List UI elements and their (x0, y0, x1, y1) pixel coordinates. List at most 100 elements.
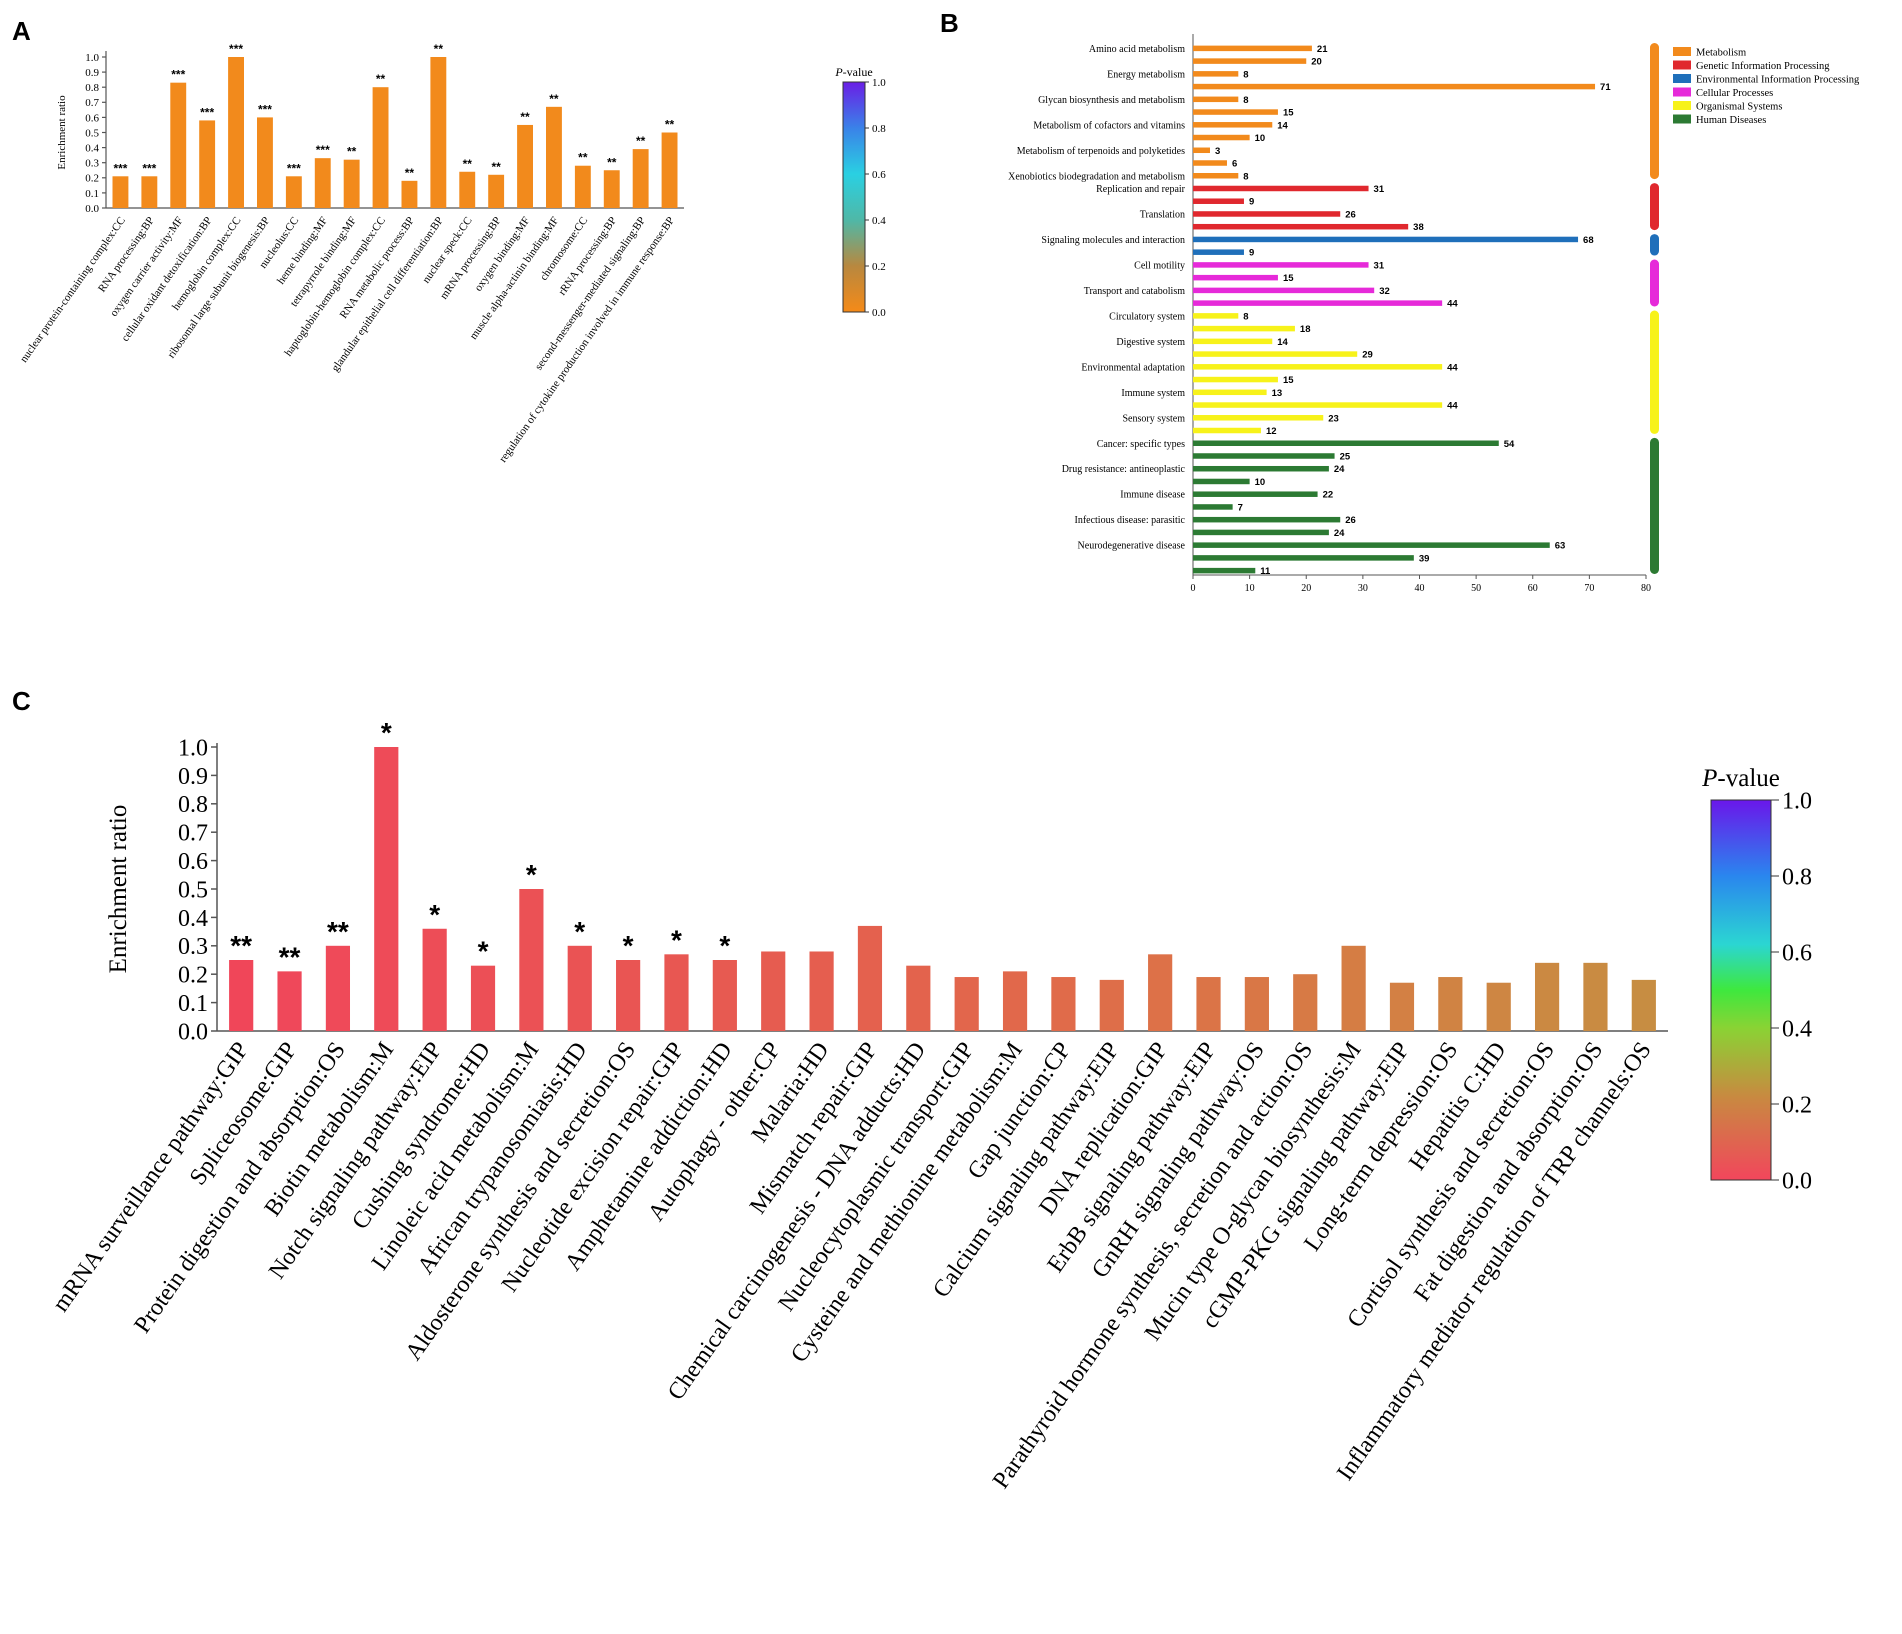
panel-b-bar (1193, 478, 1250, 485)
panel-b-row-label: Circulatory system (1109, 311, 1185, 322)
panel-a-bar (112, 176, 129, 208)
panel-b-bar-value-label: 10 (1255, 477, 1266, 488)
panel-a-bar (401, 180, 418, 208)
panel-b-bar-value-label: 14 (1277, 337, 1288, 348)
panel-b-bar (1193, 58, 1307, 64)
panel-label-b: B (940, 8, 959, 38)
panel-a-y-tick-label: 0.5 (85, 127, 99, 139)
panel-b-bar-value-label: 54 (1504, 439, 1515, 450)
panel-b-row-label: Infectious disease: parasitic (1074, 515, 1185, 526)
panel-a-bar (314, 158, 331, 208)
panel-c-legend-tick-label: 0.4 (1782, 1016, 1812, 1042)
panel-c-bar (567, 945, 592, 1031)
panel-b-bar-value-label: 44 (1447, 299, 1458, 310)
panel-b-bar (1193, 83, 1596, 90)
panel-c-bar (1293, 974, 1318, 1031)
panel-c-y-tick-label: 0.2 (178, 963, 208, 989)
panel-c-y-tick-label: 1.0 (178, 735, 208, 761)
panel-b-bar-value-label: 7 (1238, 502, 1243, 513)
panel-c-bar (374, 747, 399, 1031)
panel-a-significance-label: ** (578, 151, 588, 165)
panel-a-legend-title: P-value (834, 65, 872, 79)
panel-b-bar-value-label: 6 (1232, 159, 1237, 170)
panel-a-y-tick-label: 0.4 (85, 142, 99, 154)
panel-a-significance-label: *** (229, 42, 243, 56)
panel-b-legend-swatch (1673, 87, 1691, 97)
panel-b-x-tick-label: 20 (1301, 583, 1311, 594)
panel-b-bar-value-label: 31 (1374, 184, 1385, 195)
panel-b-legend-swatch (1673, 101, 1691, 110)
panel-b-row-label: Drug resistance: antineoplastic (1062, 464, 1186, 475)
panel-b-bar (1193, 338, 1273, 345)
panel-b-bar (1193, 440, 1499, 446)
panel-c-y-tick-label: 0.8 (178, 792, 208, 818)
panel-b-bar (1193, 274, 1278, 281)
panel-b-bar (1193, 364, 1443, 370)
panel-a-legend-tick-label: 0.6 (872, 169, 886, 181)
panel-a-bar (228, 57, 244, 208)
panel-a-significance-label: ** (376, 72, 386, 86)
panel-a-significance-label: *** (142, 161, 156, 175)
panel-b-bar (1193, 504, 1233, 510)
panel-c-bar (1438, 977, 1463, 1031)
panel-b-group-indicator (1650, 234, 1659, 256)
panel-b-bar (1193, 376, 1278, 383)
panel-b-bar (1193, 223, 1409, 230)
panel-b-row-label: Glycan biosynthesis and metabolism (1038, 95, 1185, 106)
panel-a-significance-label: ** (520, 110, 530, 124)
panel-c-bar (1148, 954, 1173, 1031)
panel-a-bar (488, 174, 505, 208)
panel-b-bar (1193, 567, 1256, 574)
panel-b-bar (1193, 160, 1227, 166)
panel-a-bar (574, 165, 591, 208)
panel-c-legend-colorbar (1710, 799, 1772, 1181)
panel-a-bar (459, 171, 476, 208)
panel-c-bar (664, 954, 689, 1031)
panel-c-significance-label: * (429, 899, 440, 930)
panel-b-row-label: Immune system (1121, 388, 1185, 399)
panel-b-bar-value-label: 13 (1272, 388, 1283, 399)
panel-c-legend-tick-label: 1.0 (1782, 788, 1812, 814)
panel-b-row-label: Amino acid metabolism (1089, 44, 1185, 55)
panel-c-y-tick-label: 0.3 (178, 934, 208, 960)
panel-b-legend-label: Cellular Processes (1696, 88, 1773, 99)
panel-c-y-tick-label: 0.1 (178, 991, 208, 1017)
panel-b-x-tick-label: 30 (1358, 583, 1368, 594)
panel-b-row-label: Xenobiotics biodegradation and metabolis… (1008, 171, 1185, 182)
panel-b-bar-value-label: 15 (1283, 273, 1294, 284)
panel-b-bar (1193, 351, 1358, 357)
panel-c-category-label: mRNA surveillance pathway:GIP (48, 1038, 254, 1317)
panel-b-bar-value-label: 44 (1447, 401, 1458, 412)
panel-c-bar (1051, 977, 1076, 1031)
panel-a-bar (343, 159, 360, 208)
panel-b-bar (1193, 313, 1239, 319)
panel-b-bar-value-label: 39 (1419, 553, 1430, 564)
panel-a-bar (257, 117, 273, 208)
panel-b-bar-value-label: 38 (1413, 222, 1424, 233)
panel-a-significance-label: ** (607, 155, 617, 169)
panel-c-bar (1486, 982, 1511, 1031)
panel-b-legend-label: Metabolism (1696, 48, 1746, 59)
panel-b-bar (1193, 262, 1369, 268)
panel-b-bar-value-label: 32 (1379, 286, 1390, 297)
panel-b-bar (1193, 71, 1239, 77)
panel-b-bar (1193, 198, 1244, 204)
panel-b-legend-swatch (1673, 114, 1691, 124)
panel-c-bar (1002, 971, 1028, 1031)
panel-b-x-tick-label: 0 (1191, 583, 1196, 594)
panel-b-row-label: Digestive system (1116, 337, 1185, 348)
panel-b-legend-label: Environmental Information Processing (1696, 75, 1860, 86)
panel-c-bar (1631, 979, 1656, 1031)
panel-c-bar (1099, 979, 1124, 1031)
panel-b-row-label: Metabolism of cofactors and vitamins (1033, 120, 1185, 131)
panel-b-legend-label: Organismal Systems (1696, 102, 1782, 113)
panel-b-bar-value-label: 20 (1311, 57, 1322, 68)
panel-b-group-indicator (1650, 43, 1659, 180)
panel-c-category-label: Protein digestion and absorption:OS (130, 1038, 351, 1339)
panel-a-bar (546, 106, 562, 208)
panel-b-bar (1193, 109, 1278, 115)
panel-a-y-axis-label: Enrichment ratio (56, 95, 68, 170)
panel-a-significance-label: ** (491, 160, 501, 174)
panel-b-row-label: Metabolism of terpenoids and polyketides (1017, 146, 1185, 157)
